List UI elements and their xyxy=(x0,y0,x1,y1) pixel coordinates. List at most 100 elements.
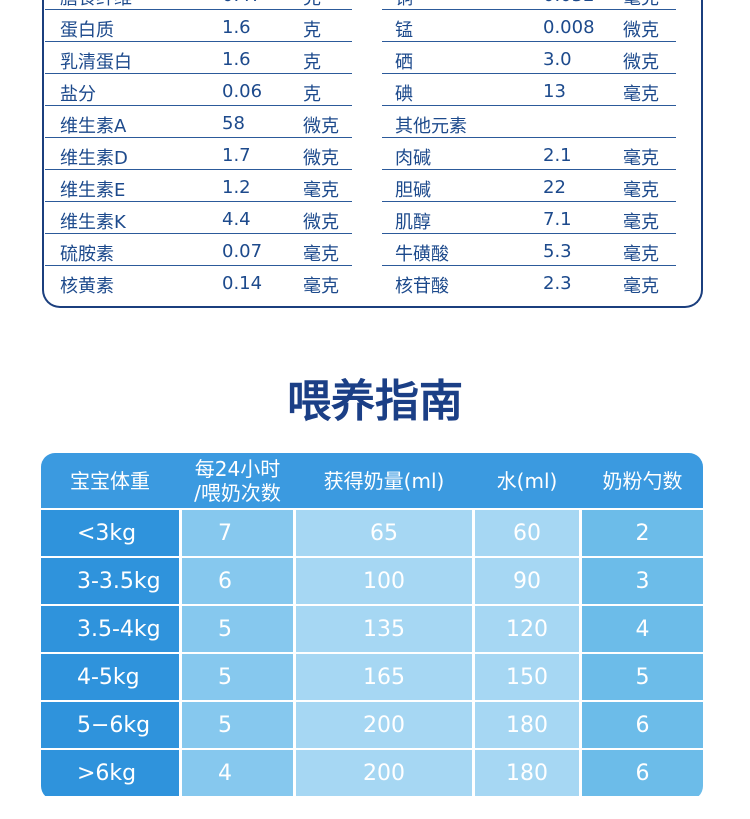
nutrient-value: 1.6 xyxy=(222,17,251,38)
header-cell: 水(ml) xyxy=(496,468,558,493)
table-cell: 120 xyxy=(475,606,579,652)
nutrient-value: 0.47 xyxy=(222,0,262,7)
nutrient-value: 0.06 xyxy=(222,81,263,102)
header-cell: 每24小时/喂奶次数 xyxy=(182,453,293,508)
nutrient-unit: 毫克 xyxy=(303,244,339,265)
row-rule xyxy=(45,233,352,234)
nutrient-unit: 毫克 xyxy=(623,244,659,265)
nutrient-value: 1.2 xyxy=(222,177,251,198)
nutrient-unit: 毫克 xyxy=(303,276,339,297)
table-cell: 6 xyxy=(582,702,703,748)
nutrient-value: 0.008 xyxy=(543,17,595,38)
nutrient-unit: 克 xyxy=(303,0,321,10)
header-bg xyxy=(41,453,703,508)
table-cell: 150 xyxy=(475,654,579,700)
row-rule xyxy=(45,265,352,266)
row-rule xyxy=(382,169,676,170)
table-cell: 3.5-4kg xyxy=(41,606,179,652)
table-cell: 7 xyxy=(182,510,293,556)
header-line: /喂奶次数 xyxy=(194,480,281,505)
nutrient-unit: 毫克 xyxy=(623,84,659,105)
nutrient-unit: 微克 xyxy=(303,212,339,233)
nutrient-name: 维生素D xyxy=(60,148,128,169)
table-cell: 2 xyxy=(582,510,703,556)
nutrient-name: 核黄素 xyxy=(60,276,114,297)
row-rule xyxy=(382,41,676,42)
header-cell: 宝宝体重 xyxy=(70,468,150,493)
nutrient-value: 1.6 xyxy=(222,49,251,70)
table-cell: 5−6kg xyxy=(41,702,179,748)
nutrient-name: 碘 xyxy=(395,84,413,105)
nutrition-box xyxy=(42,0,703,308)
nutrient-value: 0.032 xyxy=(543,0,595,7)
table-cell: 5 xyxy=(182,606,293,652)
nutrient-name: 乳清蛋白 xyxy=(60,52,132,73)
nutrient-unit: 微克 xyxy=(303,116,339,137)
nutrient-name: 胆碱 xyxy=(395,180,431,201)
nutrient-name: 牛磺酸 xyxy=(395,244,449,265)
row-rule xyxy=(45,73,352,74)
table-cell: 4-5kg xyxy=(41,654,179,700)
row-rule xyxy=(45,105,352,106)
nutrient-value: 22 xyxy=(543,177,566,198)
table-cell: 180 xyxy=(475,702,579,748)
row-rule xyxy=(382,9,676,10)
row-rule xyxy=(382,73,676,74)
row-rule xyxy=(45,41,352,42)
row-rule xyxy=(45,9,352,10)
table-cell: 100 xyxy=(296,558,472,604)
nutrient-unit: 克 xyxy=(303,52,321,73)
table-cell: 65 xyxy=(296,510,472,556)
header-line: 每24小时 xyxy=(194,456,281,481)
row-rule xyxy=(45,137,352,138)
table-cell: 3 xyxy=(582,558,703,604)
table-cell: 135 xyxy=(296,606,472,652)
nutrient-unit: 微克 xyxy=(623,20,659,41)
nutrient-name: 膳食纤维 xyxy=(60,0,132,10)
header-cell: 奶粉勺数 xyxy=(602,468,683,493)
nutrient-unit: 毫克 xyxy=(623,276,659,297)
section-title: 喂养指南 xyxy=(287,376,463,427)
nutrient-name: 维生素E xyxy=(60,180,126,201)
table-cell: 165 xyxy=(296,654,472,700)
nutrient-value: 58 xyxy=(222,113,245,134)
row-rule xyxy=(382,201,676,202)
table-cell: 200 xyxy=(296,702,472,748)
table-cell: 3-3.5kg xyxy=(41,558,179,604)
nutrient-value: 2.3 xyxy=(543,273,572,294)
nutrient-name: 铜 xyxy=(395,0,413,10)
nutrient-unit: 微克 xyxy=(303,148,339,169)
nutrient-name: 核苷酸 xyxy=(395,276,449,297)
table-cell: 200 xyxy=(296,750,472,796)
nutrient-name: 肉碱 xyxy=(395,148,431,169)
row-rule xyxy=(382,137,676,138)
table-cell: 6 xyxy=(582,750,703,796)
nutrient-name: 盐分 xyxy=(60,84,96,105)
nutrient-unit: 毫克 xyxy=(623,148,659,169)
nutrient-value: 0.07 xyxy=(222,241,263,262)
header-cell: 获得奶量(ml) xyxy=(323,468,445,493)
table-cell: 5 xyxy=(582,654,703,700)
table-cell: 90 xyxy=(475,558,579,604)
nutrient-unit: 毫克 xyxy=(623,212,659,233)
nutrient-value: 7.1 xyxy=(543,209,572,230)
table-cell: <3kg xyxy=(41,510,179,556)
table-cell: >6kg xyxy=(41,750,179,796)
nutrient-name: 其他元素 xyxy=(395,116,467,137)
nutrient-name: 锰 xyxy=(395,20,413,41)
nutrient-name: 蛋白质 xyxy=(60,20,114,41)
nutrient-value: 0.14 xyxy=(222,273,263,294)
table-cell: 4 xyxy=(182,750,293,796)
table-cell: 180 xyxy=(475,750,579,796)
row-rule xyxy=(45,201,352,202)
nutrient-value: 5.3 xyxy=(543,241,572,262)
nutrient-name: 硫胺素 xyxy=(60,244,114,265)
nutrient-value: 2.1 xyxy=(543,145,572,166)
nutrient-name: 维生素A xyxy=(60,116,127,137)
row-rule xyxy=(382,265,676,266)
row-rule xyxy=(382,105,676,106)
nutrient-name: 硒 xyxy=(395,52,413,73)
nutrient-value: 1.7 xyxy=(222,145,251,166)
row-rule xyxy=(45,169,352,170)
